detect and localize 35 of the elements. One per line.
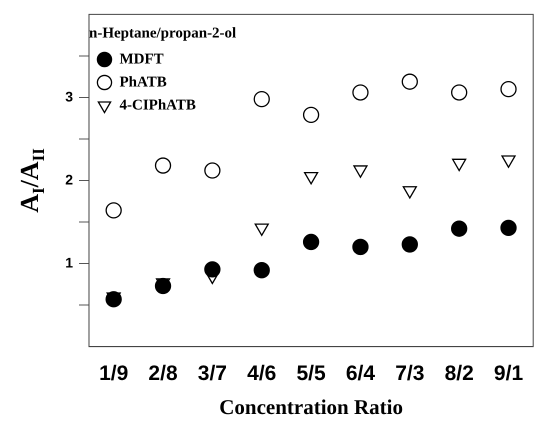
x-tick-label: 4/6 [247, 362, 276, 385]
x-tick-label: 5/5 [296, 362, 326, 385]
y-tick-label: 2 [65, 171, 74, 188]
y-tick-label: 1 [65, 254, 74, 270]
point [254, 90, 270, 108]
point [451, 84, 468, 101]
point [204, 162, 221, 179]
point [154, 157, 172, 174]
legend-title: n-Heptane/propan-2-ol [88, 25, 236, 42]
legend-label: MDFT [119, 51, 164, 68]
point [402, 236, 418, 253]
point [302, 106, 320, 124]
point [154, 278, 172, 294]
y-tick-label: 3 [65, 88, 74, 104]
point [500, 220, 517, 236]
point [254, 262, 270, 278]
x-axis-title: Concentration Ratio [219, 394, 403, 419]
point [106, 202, 122, 219]
point [402, 74, 418, 90]
point [500, 80, 517, 98]
legend-label: 4-CIPhATB [119, 97, 196, 114]
y-axis-title: AI/AII [15, 148, 48, 213]
x-tick-label: 6/4 [346, 362, 376, 385]
legend-label: PhATB [119, 74, 167, 90]
point [204, 261, 221, 278]
x-tick-label: 9/1 [494, 362, 524, 385]
point [451, 220, 468, 237]
point [352, 84, 369, 101]
point [302, 234, 320, 250]
x-tick-label: 8/2 [444, 362, 474, 385]
x-tick-label: 3/7 [198, 362, 227, 385]
x-tick-label: 7/3 [395, 362, 424, 385]
x-tick-label: 2/8 [148, 362, 178, 385]
x-tick-label: 1/9 [99, 362, 128, 385]
point [352, 238, 369, 256]
